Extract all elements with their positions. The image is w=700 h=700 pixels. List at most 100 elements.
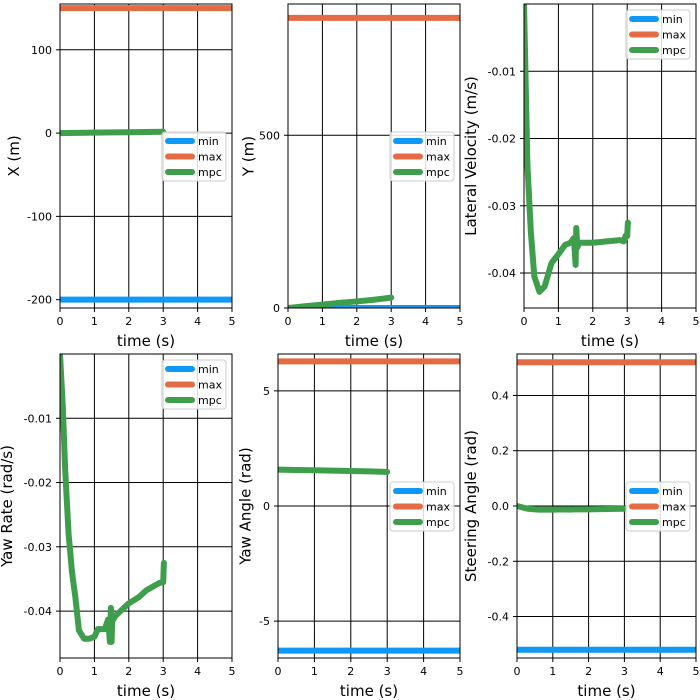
subplot-2: 0 1 2 3 4 5 -0.04 -0.03 -0.02 -0.01 time (s) Latera… [462,3,700,350]
series-line-mpc [517,503,628,513]
legend-label-max: max [426,151,450,164]
x-tick-label: 1 [319,315,326,328]
x-tick-label: 0 [521,315,528,328]
y-tick-label: -0.04 [488,267,516,280]
y-axis-label: Yaw Angle (rad) [236,447,254,565]
legend-label-min: min [662,13,683,26]
x-tick-label: 1 [555,315,562,328]
subplot-1: 0 1 2 3 4 5 0 500 time (s) Y (m) min max mpc [240,3,464,350]
series-line-mpc [288,294,395,308]
y-tick-label: -200 [27,294,52,307]
x-tick-label: 4 [420,665,427,678]
legend-label-min: min [198,135,219,148]
x-tick-label: 0 [275,665,282,678]
x-axis-label: time (s) [117,332,175,350]
x-tick-label: 1 [311,665,318,678]
y-tick-label: 5 [263,385,270,398]
x-tick-label: 2 [125,315,132,328]
y-tick-label: -5 [259,615,270,628]
legend: min max mpc [389,131,455,182]
y-tick-label: -0.4 [488,611,509,624]
x-axis-label: time (s) [117,682,175,700]
y-tick-label: -0.02 [488,133,516,146]
x-tick-label: 2 [585,665,592,678]
plot-frame [523,3,697,309]
series-line-mpc [524,4,631,295]
plot-frame [59,353,233,659]
x-tick-label: 3 [621,665,628,678]
legend-label-mpc: mpc [426,166,450,179]
y-axis-label: Lateral Velocity (m/s) [462,76,480,236]
x-tick-label: 3 [624,315,631,328]
x-tick-label: 2 [589,315,596,328]
series-line-mpc [60,128,167,137]
legend-label-max: max [198,151,222,164]
x-tick-label: 5 [457,665,464,678]
x-tick-label: 0 [57,665,64,678]
x-tick-label: 0 [285,315,292,328]
legend-label-mpc: mpc [426,516,450,529]
x-tick-label: 5 [229,315,236,328]
x-tick-label: 3 [160,665,167,678]
y-tick-label: -0.04 [24,605,52,618]
y-tick-label: -100 [27,210,52,223]
y-tick-label: -0.02 [24,477,52,490]
y-tick-label: 100 [31,44,52,57]
legend: min max mpc [161,131,227,182]
legend-label-min: min [662,485,683,498]
x-tick-label: 3 [384,665,391,678]
y-axis-label: Steering Angle (rad) [462,430,480,582]
legend-label-mpc: mpc [662,516,686,529]
x-tick-label: 4 [422,315,429,328]
y-tick-label: -0.2 [488,555,509,568]
x-axis-label: time (s) [577,682,635,700]
x-tick-label: 3 [388,315,395,328]
subplot-3: 0 1 2 3 4 5 -0.04 -0.03 -0.02 -0.01 time (s) Yaw Ra… [0,353,236,700]
legend-label-max: max [426,501,450,514]
x-tick-label: 2 [347,665,354,678]
y-tick-label: -0.01 [24,412,52,425]
series-line-mpc [60,354,167,645]
y-tick-label: -0.03 [24,541,52,554]
legend: min max mpc [161,359,227,410]
legend: min max mpc [625,9,691,60]
subplot-0: 0 1 2 3 4 5 -200 -100 0 100 time (s) X (m) min max mpc [5,3,236,350]
y-tick-label: 0.0 [492,500,510,513]
x-tick-label: 0 [514,665,521,678]
legend-label-max: max [662,29,686,42]
x-tick-label: 5 [693,665,700,678]
legend-label-min: min [426,135,447,148]
y-axis-label: Yaw Rate (rad/s) [0,445,16,568]
y-tick-label: 0 [45,127,52,140]
x-tick-label: 3 [160,315,167,328]
legend-label-max: max [198,379,222,392]
legend: min max mpc [625,481,691,532]
x-axis-label: time (s) [581,332,639,350]
x-tick-label: 1 [91,665,98,678]
x-tick-label: 2 [353,315,360,328]
x-tick-label: 5 [457,315,464,328]
legend-label-min: min [198,363,219,376]
y-tick-label: 0.4 [492,389,510,402]
plot-frame [287,3,461,309]
y-axis-label: Y (m) [240,136,258,177]
x-tick-label: 4 [194,665,201,678]
plot-frame [59,3,233,309]
x-tick-label: 1 [549,665,556,678]
legend-label-mpc: mpc [662,44,686,57]
y-tick-label: 500 [259,129,280,142]
subplot-5: 0 1 2 3 4 5 -0.4 -0.2 0.0 0.2 0.4 time (s) Steering … [462,353,700,700]
y-tick-label: 0 [273,302,280,315]
series-line-mpc [278,466,391,475]
legend-label-mpc: mpc [198,166,222,179]
x-axis-label: time (s) [340,682,398,700]
y-axis-label: X (m) [5,135,23,176]
x-tick-label: 5 [693,315,700,328]
legend-label-mpc: mpc [198,394,222,407]
x-tick-label: 4 [658,315,665,328]
y-tick-label: -0.03 [488,200,516,213]
x-tick-label: 4 [194,315,201,328]
